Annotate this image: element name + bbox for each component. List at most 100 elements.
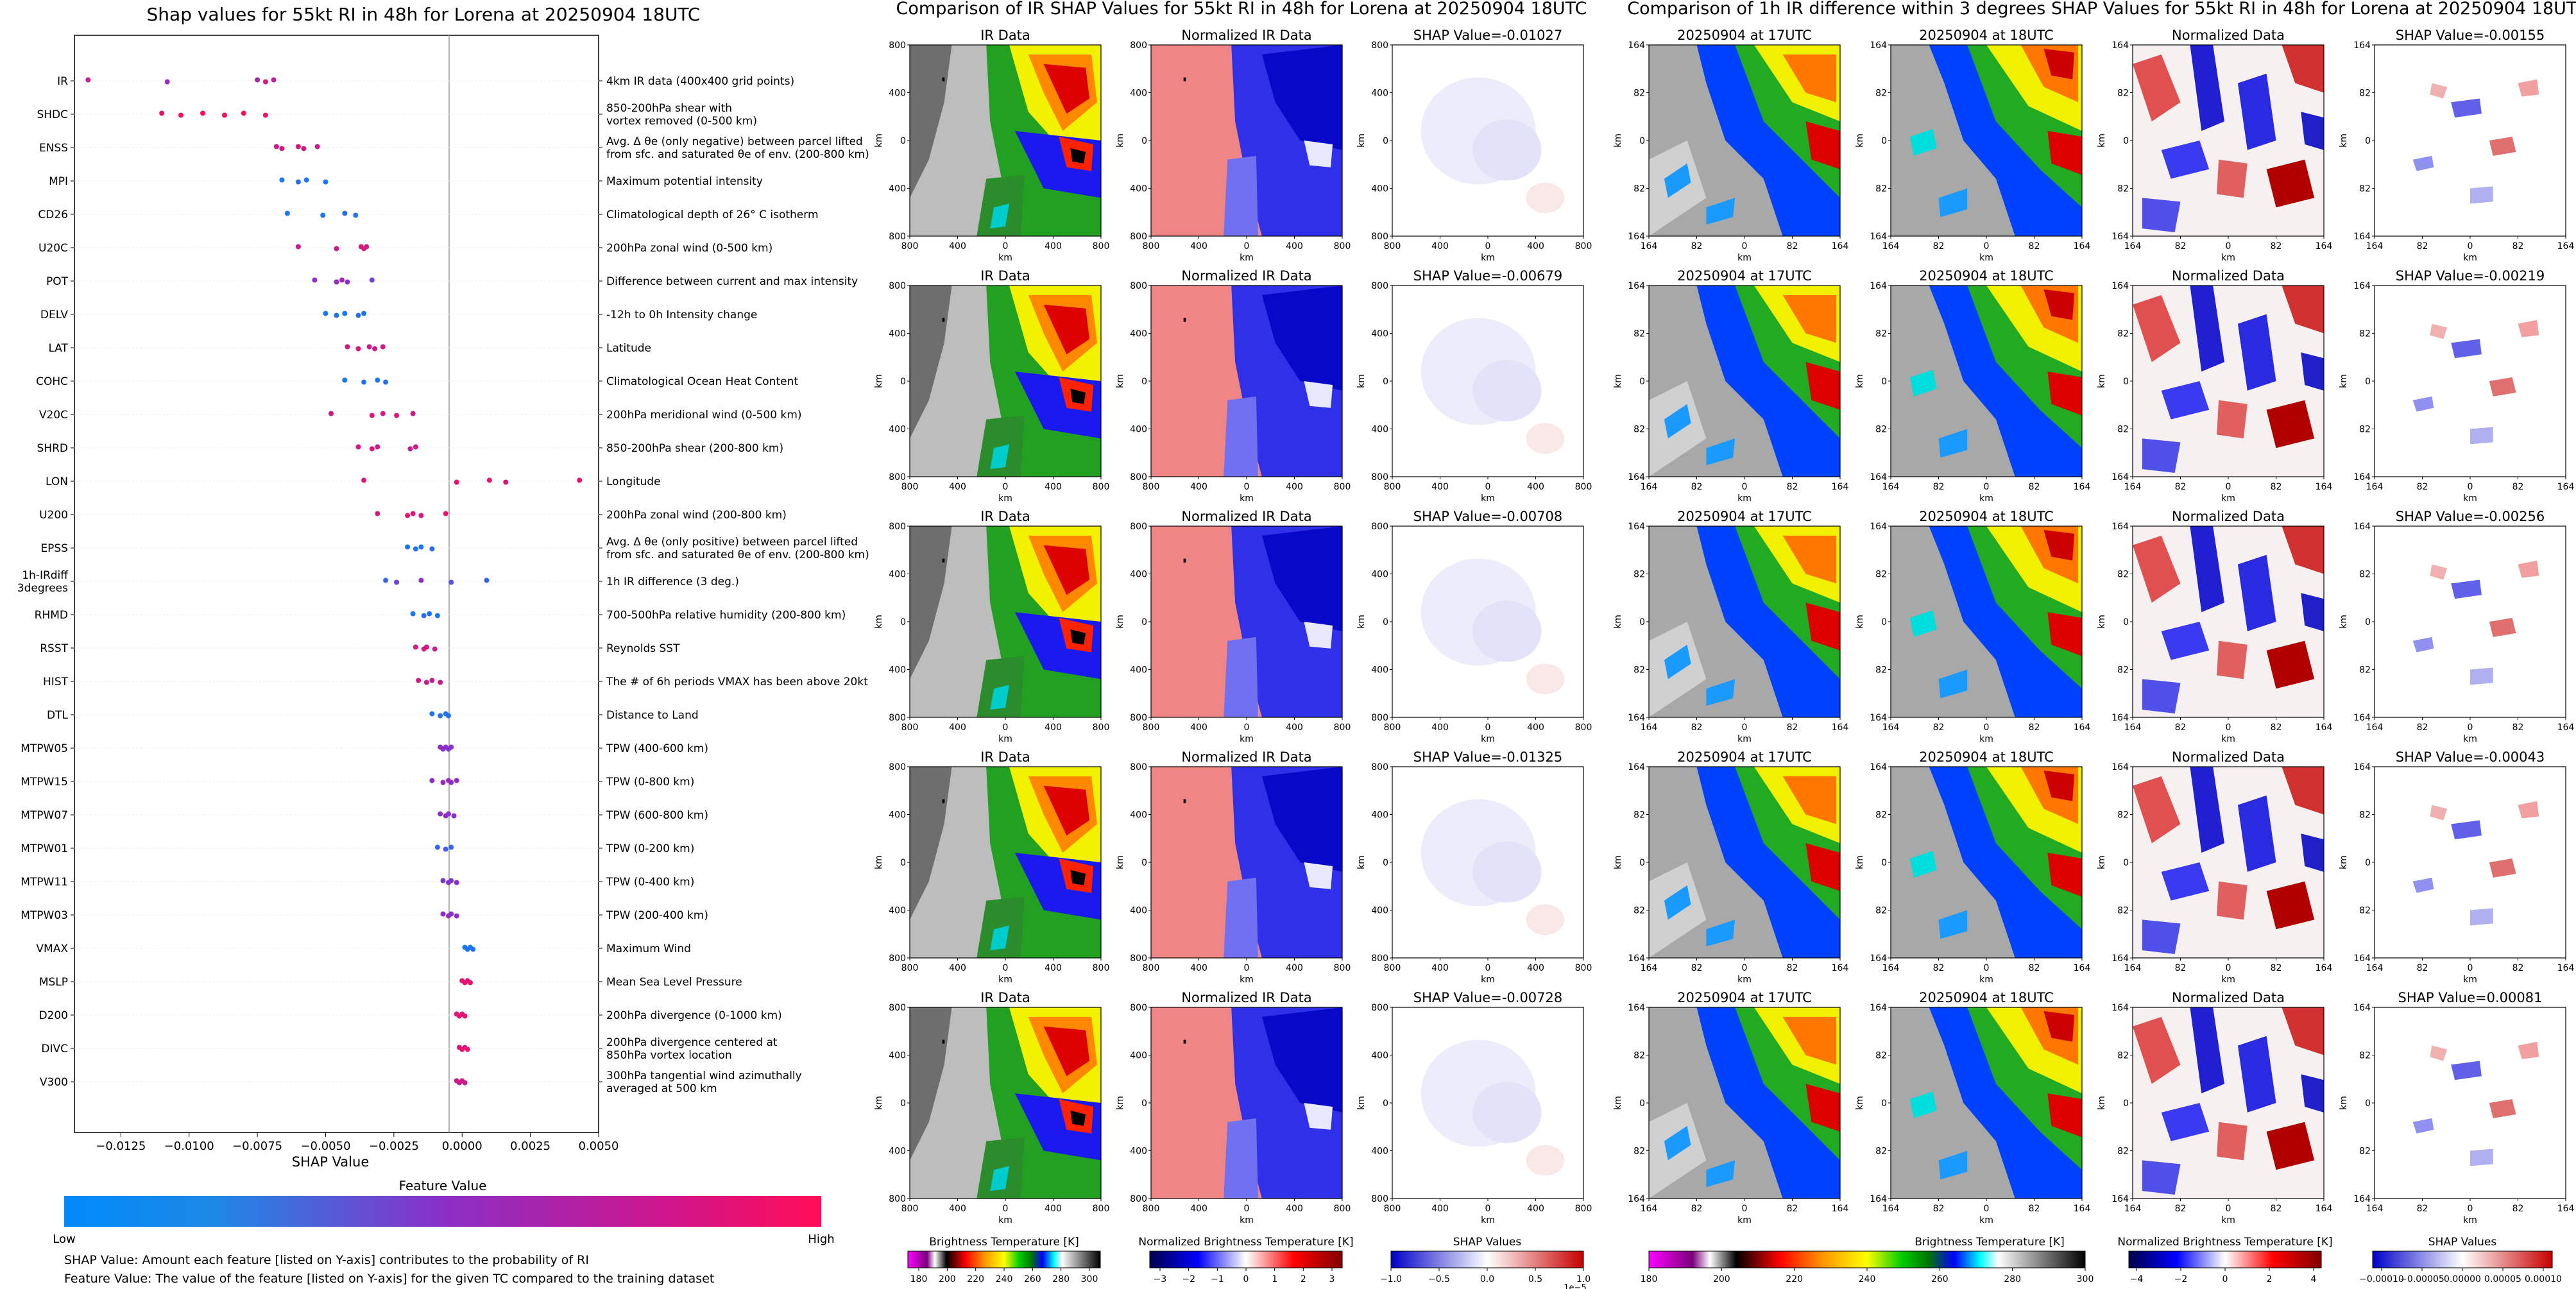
feature-description-label: Distance to Land <box>606 709 699 722</box>
y-tick-label: 0 <box>1141 136 1147 146</box>
shap-point <box>178 112 183 118</box>
x-axis-label: km <box>1979 975 1993 985</box>
x-tick-label: 0 <box>2468 482 2473 492</box>
shap-point <box>342 311 348 316</box>
shap-point <box>468 980 473 986</box>
x-tick-label: 400 <box>1431 1204 1449 1214</box>
x-tick-label: 400 <box>1190 241 1207 252</box>
shap-point <box>438 713 443 719</box>
x-axis-label: km <box>1240 1215 1254 1225</box>
colorbar-tick-label: 180 <box>910 1274 928 1285</box>
shap-point <box>361 477 367 483</box>
feature-name-label: MSLP <box>39 976 68 989</box>
y-tick-label: 400 <box>889 1147 906 1157</box>
y-tick-label: 800 <box>1130 40 1147 51</box>
y-axis-label: km <box>1115 855 1125 869</box>
x-tick-label: 0 <box>1485 482 1491 492</box>
feature-description-label: TPW (0-800 km) <box>606 776 694 789</box>
panel-title: SHAP Value=-0.00728 <box>1413 990 1563 1005</box>
x-tick-label: 164 <box>2074 963 2091 973</box>
ir-18utc-image <box>1891 45 2082 236</box>
x-tick-label: 164 <box>1832 482 1849 492</box>
colorbar-tick-label: 200 <box>939 1274 956 1285</box>
x-tick-label: 164 <box>1882 722 1900 733</box>
y-tick-label: 82 <box>1633 665 1645 676</box>
x-tick-label: 400 <box>1045 482 1062 492</box>
y-tick-label: 164 <box>2353 1003 2371 1013</box>
feature-description-label: 200hPa divergence centered at 850hPa vort… <box>606 1036 778 1062</box>
y-tick-label: 0 <box>1383 617 1388 627</box>
feature-description-label: 200hPa meridional wind (0-500 km) <box>606 409 802 422</box>
x-tick-label: 800 <box>901 1204 919 1214</box>
x-tick-label: 800 <box>1384 482 1401 492</box>
diff-cb1-label: Brightness Temperature [K] <box>1915 1236 2064 1249</box>
x-axis-label: km <box>1737 1215 1752 1225</box>
x-tick-label: 0 <box>2468 963 2473 973</box>
x-tick-label: 82 <box>2271 241 2282 252</box>
shap-point <box>342 377 348 383</box>
x-tick-label: 82 <box>2271 722 2282 733</box>
shap-point <box>440 911 446 917</box>
x-tick-label: 82 <box>2029 241 2040 252</box>
feature-description-label: Maximum potential intensity <box>606 175 763 188</box>
y-tick-label: 164 <box>1870 1194 1887 1204</box>
y-tick-label: 82 <box>2117 1147 2129 1157</box>
colorbar-tick-label: −3 <box>1154 1274 1167 1285</box>
shap-point <box>454 479 459 485</box>
x-tick-label: 800 <box>1575 963 1592 973</box>
colorbar-tick-label: −0.5 <box>1428 1274 1450 1285</box>
panel-title: Normalized IR Data <box>1181 509 1311 524</box>
ir-shap-comparison: Comparison of IR SHAP Values for 55kt RI… <box>874 0 1592 1225</box>
x-tick-label: −0.0025 <box>369 1140 419 1153</box>
feature-description-label: -12h to 0h Intensity change <box>606 309 757 321</box>
x-axis-label: km <box>1240 493 1254 504</box>
y-tick-label: 800 <box>1130 522 1147 532</box>
feature-name-label: LON <box>46 475 68 488</box>
x-tick-label: 800 <box>1575 482 1592 492</box>
shap-point <box>440 878 446 884</box>
y-tick-label: 0 <box>2365 858 2371 868</box>
feature-description-label: 4km IR data (400x400 grid points) <box>606 75 794 88</box>
colorbar-tick-label: 280 <box>2004 1274 2021 1285</box>
x-tick-label: 0 <box>2468 241 2473 252</box>
x-tick-label: 400 <box>1527 241 1544 252</box>
x-tick-label: 400 <box>1045 1204 1062 1214</box>
x-tick-label: 82 <box>1691 241 1703 252</box>
feature-name-label: MTPW15 <box>21 776 68 789</box>
y-tick-label: 400 <box>889 184 906 194</box>
shap-point <box>410 511 416 516</box>
shap-point <box>369 413 375 418</box>
x-tick-label: 800 <box>1093 241 1110 252</box>
x-tick-label: 800 <box>1143 722 1160 733</box>
x-tick-label: 164 <box>1641 482 1658 492</box>
x-axis-label: km <box>2221 253 2235 263</box>
y-axis-label: km <box>1855 133 1865 148</box>
y-tick-label: 800 <box>1130 713 1147 723</box>
shap-point <box>271 77 277 83</box>
shap-point <box>295 179 301 185</box>
y-tick-label: 164 <box>1628 1194 1645 1204</box>
y-tick-label: 400 <box>1130 329 1147 339</box>
y-tick-label: 400 <box>1371 1051 1388 1061</box>
x-tick-label: 400 <box>1286 1204 1303 1214</box>
colorbar-tick-label: 0.00010 <box>2525 1274 2562 1285</box>
ir-shap-image <box>1392 286 1583 477</box>
feature-description-label: Climatological depth of 26° C isotherm <box>606 209 819 221</box>
x-tick-label: 0 <box>1003 482 1009 492</box>
shap-point <box>465 1046 470 1052</box>
shap-point <box>405 544 411 550</box>
panel-title: SHAP Value=-0.01027 <box>1413 28 1563 43</box>
feature-description-label: Longitude <box>606 475 661 488</box>
colorbar-tick-label: 0.5 <box>1528 1274 1542 1285</box>
y-tick-label: 800 <box>1371 232 1388 242</box>
shap-point <box>470 946 476 952</box>
shap-point <box>380 344 386 350</box>
y-axis-label: km <box>1855 374 1865 388</box>
y-axis-label: km <box>1613 855 1623 869</box>
feature-name-label: SHRD <box>37 442 68 455</box>
ir-shap-image <box>1392 1007 1583 1199</box>
y-tick-label: 0 <box>1141 1098 1147 1109</box>
y-tick-label: 0 <box>900 617 906 627</box>
